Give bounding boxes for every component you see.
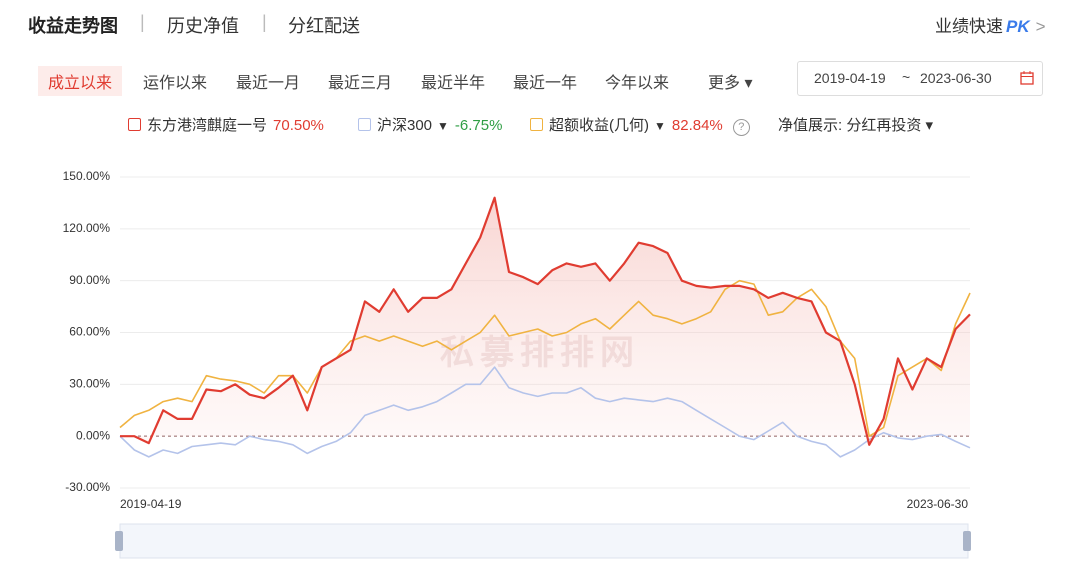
legend-item[interactable]: 东方港湾麒庭一号 70.50% xyxy=(128,114,324,135)
legend-box xyxy=(530,118,543,131)
y-tick-label: 60.00% xyxy=(69,325,110,339)
pk: PK xyxy=(1006,17,1030,36)
legend-name: 沪深300 xyxy=(377,117,433,134)
pk-text: 业绩快速 xyxy=(935,17,1003,36)
x-tick-label: 2023-06-30 xyxy=(907,497,969,511)
period-tab[interactable]: 最近一月 xyxy=(236,75,301,92)
line xyxy=(119,366,971,458)
y-tick-label: 150.00% xyxy=(63,169,111,183)
pk-link[interactable]: 业绩快速 PK > xyxy=(935,12,1046,37)
help-icon: ? xyxy=(732,119,750,136)
period-tab[interactable]: 更多 ▾ xyxy=(708,75,753,92)
separator: | xyxy=(262,12,267,32)
period-tab[interactable]: 最近半年 xyxy=(421,75,486,92)
period-tab[interactable]: 最近一年 xyxy=(513,75,578,92)
date-range[interactable]: 2019-04-19 ~ 2023-06-30 xyxy=(797,61,1043,96)
calendar-icon xyxy=(1020,71,1034,85)
legend-name: 东方港湾麒庭一号 xyxy=(147,117,268,134)
area xyxy=(120,197,970,445)
zoom-handle[interactable] xyxy=(115,531,123,551)
x-tick-label: 2019-04-19 xyxy=(120,497,182,511)
tab[interactable]: 历史净值 xyxy=(167,16,239,36)
period-tab[interactable]: 最近三月 xyxy=(328,75,393,92)
period-tab[interactable]: 今年以来 xyxy=(605,75,670,92)
legend-value: 70.50% xyxy=(273,117,324,134)
tab[interactable]: 收益走势图 xyxy=(28,16,118,36)
legend-name: 超额收益(几何) xyxy=(549,117,649,134)
legend-item[interactable]: 超额收益(几何) ▼ 82.84%? xyxy=(530,114,750,136)
nav-label: 净值展示: xyxy=(778,117,843,134)
line xyxy=(119,279,971,437)
y-tick-label: 90.00% xyxy=(69,273,110,287)
date-sep: ~ xyxy=(902,69,911,85)
line xyxy=(120,196,971,446)
nav-value: 分红再投资 xyxy=(846,117,922,134)
y-tick-label: 30.00% xyxy=(69,377,110,391)
legend-value: -6.75% xyxy=(454,117,503,134)
date-start: 2019-04-19 xyxy=(814,70,886,86)
legend-box xyxy=(128,118,141,131)
y-tick-label: 120.00% xyxy=(63,221,111,235)
legend-dropdown: ▼ xyxy=(654,119,666,133)
legend-item[interactable]: 沪深300 ▼ -6.75% xyxy=(358,114,502,135)
y-tick-label: -30.00% xyxy=(65,480,110,494)
legend-value: 82.84% xyxy=(671,117,723,134)
chevron: > xyxy=(1035,17,1046,36)
separator: | xyxy=(140,12,145,32)
zoom-handle[interactable] xyxy=(963,531,971,551)
nav-display[interactable]: 净值展示: 分红再投资 ▾ xyxy=(778,117,934,134)
period-tab[interactable]: 运作以来 xyxy=(143,75,208,92)
legend-dropdown: ▼ xyxy=(437,119,449,133)
date-end: 2023-06-30 xyxy=(920,70,992,86)
dropdown-arrow: ▾ xyxy=(740,75,753,92)
tab[interactable]: 分红配送 xyxy=(288,16,360,36)
legend-box xyxy=(358,118,371,131)
period-tab[interactable]: 成立以来 xyxy=(38,66,123,96)
y-tick-label: 0.00% xyxy=(76,428,110,442)
zoom-slider xyxy=(119,523,969,559)
